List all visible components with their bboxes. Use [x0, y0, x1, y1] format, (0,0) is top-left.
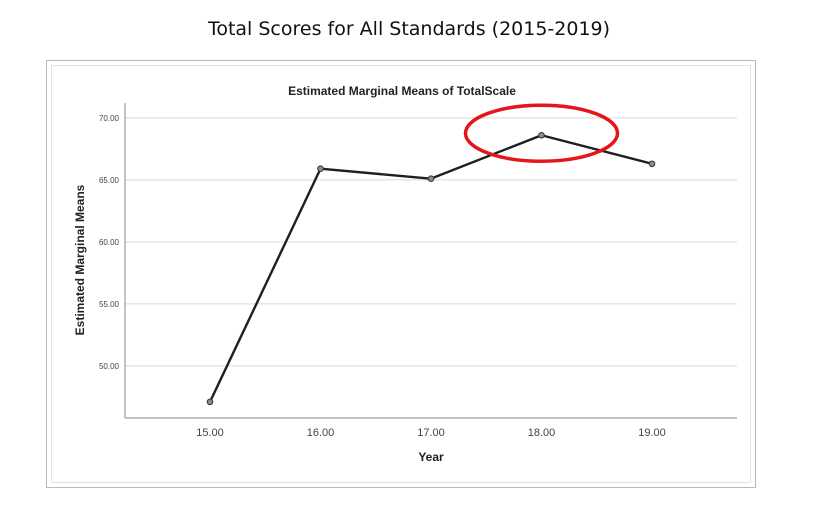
x-tick-labels: 15.00 16.00 17.00 18.00 19.00 — [196, 427, 666, 439]
data-point — [206, 398, 214, 406]
chart-inner-border — [51, 65, 751, 483]
highlight-ellipse — [463, 103, 620, 163]
y-tick-label: 60.00 — [99, 238, 120, 247]
y-tick-label: 70.00 — [99, 114, 120, 123]
chart-frame — [46, 60, 756, 488]
page-title: Total Scores for All Standards (2015-201… — [207, 18, 611, 40]
x-tick-label: 16.00 — [307, 427, 335, 439]
data-point — [538, 131, 545, 139]
chart-title: Estimated Marginal Means of TotalScale — [288, 84, 516, 98]
data-point — [317, 165, 324, 173]
y-tick-label: 65.00 — [99, 176, 120, 185]
highlight-annotation — [463, 103, 620, 163]
data-point — [648, 160, 656, 168]
data-series — [206, 131, 656, 406]
y-tick-label: 50.00 — [99, 362, 120, 371]
y-axis-label: Estimated Marginal Means — [73, 184, 87, 335]
x-tick-label: 17.00 — [417, 427, 445, 439]
y-tick-labels: 50.00 55.00 60.00 65.00 70.00 — [99, 114, 120, 371]
series-line — [208, 134, 653, 403]
gridlines — [125, 117, 737, 367]
data-point — [427, 175, 435, 182]
axes — [124, 103, 737, 419]
x-tick-label: 18.00 — [528, 427, 556, 439]
x-tick-label: 19.00 — [638, 427, 666, 439]
y-tick-label: 55.00 — [99, 300, 120, 309]
x-tick-label: 15.00 — [196, 427, 224, 439]
x-axis-label: Year — [418, 450, 444, 464]
